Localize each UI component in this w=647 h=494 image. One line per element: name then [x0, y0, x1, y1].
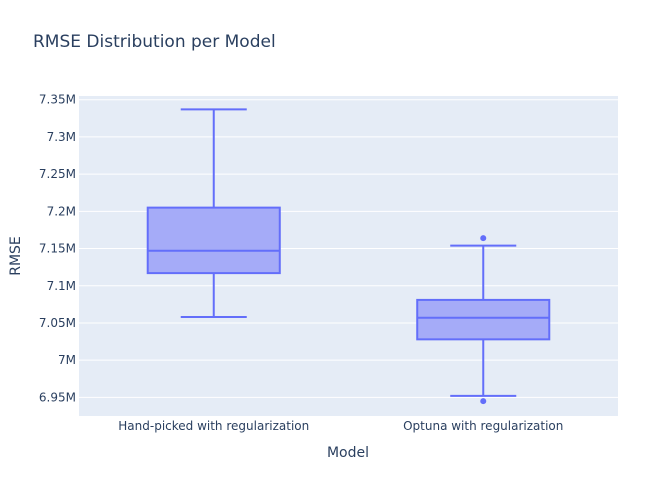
- y-tick-label: 7.1M: [47, 279, 76, 293]
- outlier-point: [480, 398, 487, 405]
- y-tick-label: 7.2M: [47, 204, 76, 218]
- outlier-point: [480, 235, 487, 242]
- x-axis-ticks: Hand-picked with regularization Optuna wi…: [118, 419, 563, 433]
- iqr-box: [146, 206, 281, 275]
- grid-lines: [79, 99, 618, 398]
- chart-title: RMSE Distribution per Model: [33, 32, 276, 52]
- box-group: [146, 108, 281, 319]
- box-group: [416, 235, 551, 405]
- iqr-box: [416, 298, 551, 341]
- y-tick-label: 7.25M: [39, 167, 76, 181]
- x-axis-title: Model: [327, 445, 369, 461]
- y-axis-ticks: 6.95M 7M 7.05M 7.1M 7.15M 7.2M 7.25M 7.3M 7.35M: [39, 93, 76, 405]
- y-tick-label: 7.35M: [39, 93, 76, 107]
- y-tick-label: 7.3M: [47, 130, 76, 144]
- y-axis-title: RMSE: [8, 236, 24, 276]
- boxes: [146, 108, 551, 405]
- y-tick-label: 7M: [58, 353, 76, 367]
- y-tick-label: 7.15M: [39, 242, 76, 256]
- y-tick-label: 6.95M: [39, 390, 76, 404]
- x-tick-label: Optuna with regularization: [403, 419, 563, 433]
- x-tick-label: Hand-picked with regularization: [118, 419, 309, 433]
- y-tick-label: 7.05M: [39, 316, 76, 330]
